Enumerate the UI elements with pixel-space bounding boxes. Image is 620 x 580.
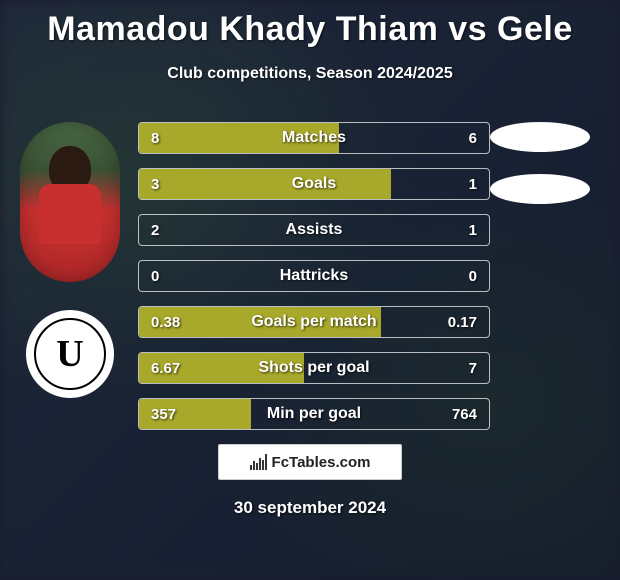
player-avatar: [20, 122, 120, 282]
stat-label: Assists: [199, 221, 429, 239]
stat-value-left: 8: [139, 130, 199, 147]
page-title: Mamadou Khady Thiam vs Gele: [0, 0, 620, 49]
stat-value-right: 0.17: [429, 314, 489, 331]
left-column: U: [10, 122, 130, 398]
stat-row: 0Hattricks0: [138, 260, 490, 292]
stat-label: Hattricks: [199, 267, 429, 285]
stat-value-left: 6.67: [139, 360, 199, 377]
stat-value-left: 2: [139, 222, 199, 239]
stat-value-left: 0.38: [139, 314, 199, 331]
stat-row: 357Min per goal764: [138, 398, 490, 430]
opponent-badge-placeholder: [490, 174, 590, 204]
stat-label: Goals per match: [199, 313, 429, 331]
right-column: [490, 122, 600, 204]
footer-brand[interactable]: FcTables.com: [218, 444, 402, 480]
date-label: 30 september 2024: [0, 498, 620, 518]
stat-label: Goals: [199, 175, 429, 193]
opponent-avatar-placeholder: [490, 122, 590, 152]
stat-label: Min per goal: [199, 405, 429, 423]
stat-row: 8Matches6: [138, 122, 490, 154]
subtitle: Club competitions, Season 2024/2025: [0, 65, 620, 83]
footer-brand-text: FcTables.com: [272, 454, 371, 471]
stat-row: 2Assists1: [138, 214, 490, 246]
content-wrapper: Mamadou Khady Thiam vs Gele Club competi…: [0, 0, 620, 580]
stat-label: Shots per goal: [199, 359, 429, 377]
stat-value-right: 1: [429, 222, 489, 239]
brand-bars-icon: [250, 454, 267, 470]
stat-value-right: 7: [429, 360, 489, 377]
stat-value-left: 357: [139, 406, 199, 423]
stat-value-right: 764: [429, 406, 489, 423]
stats-container: 8Matches63Goals12Assists10Hattricks00.38…: [138, 122, 490, 430]
stat-value-right: 1: [429, 176, 489, 193]
club-badge-letter: U: [56, 332, 83, 376]
stat-label: Matches: [199, 129, 429, 147]
stat-value-left: 3: [139, 176, 199, 193]
club-badge: U: [26, 310, 114, 398]
stat-value-left: 0: [139, 268, 199, 285]
stat-row: 0.38Goals per match0.17: [138, 306, 490, 338]
stat-row: 3Goals1: [138, 168, 490, 200]
stat-row: 6.67Shots per goal7: [138, 352, 490, 384]
stat-value-right: 0: [429, 268, 489, 285]
stat-value-right: 6: [429, 130, 489, 147]
